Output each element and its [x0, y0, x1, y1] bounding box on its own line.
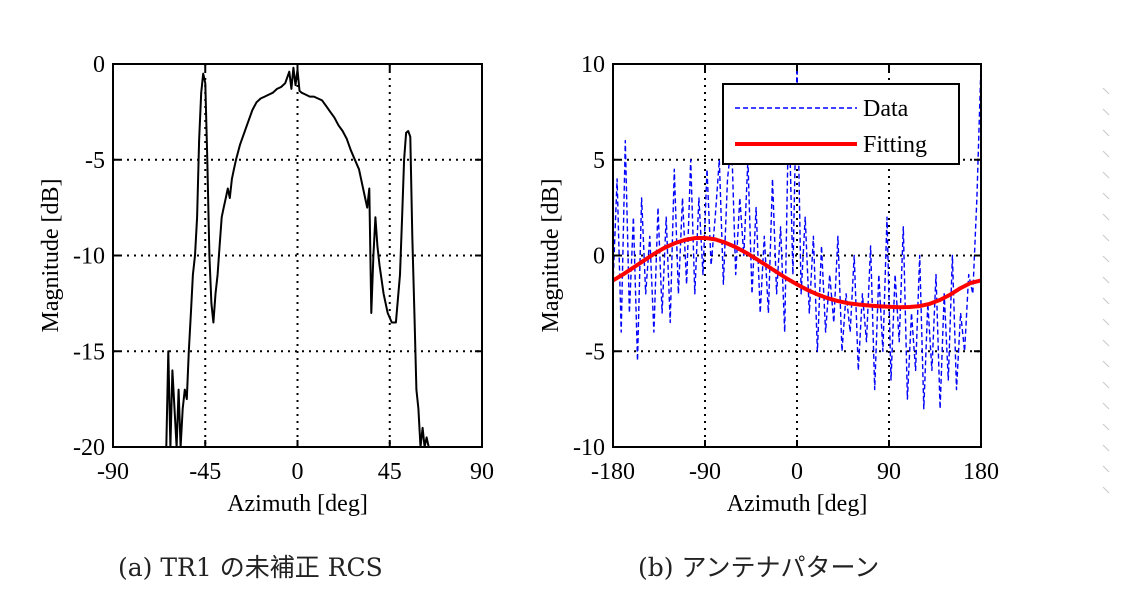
edge-mark	[1102, 276, 1110, 284]
edge-mark	[1102, 87, 1110, 95]
caption-b: (b) アンテナパターン	[638, 553, 880, 582]
edge-mark	[1102, 402, 1110, 410]
y-tick-label: -20	[73, 435, 105, 461]
y-tick-label: -10	[73, 244, 105, 270]
edge-mark	[1102, 444, 1110, 452]
edge-mark	[1102, 108, 1110, 116]
y-tick-label: 0	[93, 52, 105, 78]
edge-mark	[1102, 129, 1110, 137]
x-tick-label: 0	[791, 459, 803, 485]
x-tick-label: -45	[189, 459, 221, 485]
edge-mark	[1102, 318, 1110, 326]
y-axis-label: Magnitude [dB]	[38, 179, 64, 333]
series-line-0	[165, 66, 430, 447]
edge-mark	[1102, 255, 1110, 263]
y-tick-label: -5	[85, 148, 105, 174]
edge-mark	[1102, 297, 1110, 305]
edge-mark	[1102, 171, 1110, 179]
y-axis-label: Magnitude [dB]	[538, 179, 564, 333]
series-group	[165, 66, 430, 447]
x-tick-label: 45	[378, 459, 402, 485]
x-tick-label: 0	[292, 459, 304, 485]
legend-box	[722, 83, 960, 165]
legend-label-fitting: Fitting	[863, 132, 927, 158]
y-tick-label: -10	[573, 435, 605, 461]
edge-mark	[1102, 486, 1110, 494]
edge-mark	[1102, 213, 1110, 221]
edge-mark	[1102, 192, 1110, 200]
legend-label-data: Data	[863, 96, 909, 122]
y-tick-label: 0	[593, 244, 605, 270]
edge-mark	[1102, 339, 1110, 347]
x-tick-label: -90	[97, 459, 129, 485]
series-line-data	[613, 64, 981, 410]
x-tick-label: -90	[689, 459, 721, 485]
edge-mark	[1102, 423, 1110, 431]
edge-mark	[1102, 150, 1110, 158]
y-tick-label: -15	[73, 339, 105, 365]
y-tick-label: 10	[581, 52, 605, 78]
x-axis-label: Azimuth [deg]	[727, 491, 868, 517]
x-tick-label: 180	[963, 459, 999, 485]
edge-mark	[1102, 234, 1110, 242]
y-tick-label: -5	[585, 339, 605, 365]
edge-decoration	[1102, 87, 1110, 494]
x-axis-label: Azimuth [deg]	[227, 491, 368, 517]
series-line-fitting	[613, 235, 981, 310]
edge-mark	[1102, 360, 1110, 368]
x-tick-label: 90	[470, 459, 494, 485]
x-tick-label: -180	[591, 459, 635, 485]
y-tick-label: 5	[593, 148, 605, 174]
caption-a: (a) TR1 の未補正 RCS	[118, 553, 383, 582]
series-group	[613, 64, 981, 410]
x-tick-label: 90	[877, 459, 901, 485]
legend: Data Fitting	[722, 83, 960, 165]
chart-a-uncorrected-rcs: -90 -45 0 45 90 0 -5 -10 -15 -20 Azimuth [deg] Magn…	[38, 52, 494, 517]
edge-mark	[1102, 381, 1110, 389]
edge-mark	[1102, 465, 1110, 473]
chart-b-antenna-pattern: -180 -90 0 90 180 10 5 0 -5 -10 Azimuth [deg] Magni…	[538, 52, 999, 517]
